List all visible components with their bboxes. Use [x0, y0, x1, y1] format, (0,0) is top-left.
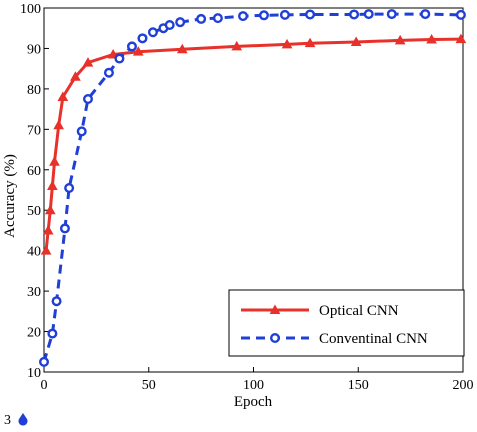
- x-axis-label: Epoch: [234, 394, 273, 410]
- x-tick-label: 100: [243, 378, 264, 393]
- data-point: [258, 10, 269, 21]
- legend-item: Optical CNN: [241, 303, 399, 319]
- x-tick-label: 50: [142, 378, 156, 393]
- data-point: [39, 356, 50, 367]
- stray-annotation: 3: [4, 412, 29, 429]
- data-point: [231, 40, 243, 51]
- data-point: [147, 27, 158, 38]
- data-point: [44, 204, 56, 215]
- data-point: [47, 328, 58, 339]
- legend-label: Conventinal CNN: [319, 331, 428, 347]
- y-tick-label: 40: [27, 245, 41, 260]
- y-tick-label: 30: [27, 285, 41, 300]
- data-point: [53, 119, 65, 130]
- data-point: [40, 245, 52, 255]
- y-axis-label: Accuracy (%): [2, 154, 18, 238]
- data-point: [82, 57, 94, 67]
- data-point: [420, 9, 431, 20]
- data-point: [196, 13, 207, 24]
- data-point: [126, 41, 137, 52]
- y-tick-label: 90: [27, 42, 41, 57]
- y-tick-label: 70: [27, 123, 41, 138]
- x-tick-label: 200: [453, 378, 474, 393]
- x-tick-label: 0: [41, 378, 48, 393]
- data-point: [42, 224, 54, 235]
- data-point: [363, 9, 374, 20]
- series-conventional-cnn: [39, 9, 466, 367]
- y-tick-label: 10: [27, 366, 41, 381]
- y-tick-label: 100: [20, 2, 41, 17]
- legend-marker: [269, 304, 281, 314]
- data-point: [305, 9, 316, 20]
- legend-box: [228, 289, 465, 357]
- data-point: [70, 71, 81, 81]
- stray-label: 3: [4, 413, 11, 428]
- data-point: [350, 36, 362, 46]
- data-point: [426, 34, 437, 44]
- legend-marker: [270, 333, 281, 344]
- data-point: [164, 19, 175, 30]
- data-point: [212, 13, 223, 24]
- data-point: [103, 67, 114, 78]
- data-point: [137, 33, 148, 44]
- data-point: [455, 33, 467, 44]
- x-tick-label: 150: [348, 378, 369, 393]
- legend-item: Conventinal CNN: [241, 331, 428, 347]
- data-point: [132, 46, 144, 56]
- data-point: [176, 43, 188, 54]
- data-point: [114, 53, 125, 64]
- data-point: [238, 11, 249, 22]
- data-point: [64, 182, 75, 193]
- y-tick-label: 20: [27, 326, 41, 341]
- data-point: [49, 156, 60, 166]
- legend-label: Optical CNN: [319, 303, 399, 319]
- data-point: [51, 296, 62, 307]
- y-tick-label: 60: [27, 164, 41, 179]
- data-point: [349, 9, 360, 20]
- data-point: [455, 9, 466, 20]
- data-point: [76, 126, 87, 137]
- data-point: [394, 34, 406, 45]
- data-point: [304, 37, 316, 48]
- legend: Optical CNN Conventinal CNN: [228, 289, 465, 357]
- data-point: [175, 17, 186, 28]
- stray-marker-icon: [18, 413, 27, 426]
- y-tick-label: 50: [27, 204, 41, 219]
- series-optical-cnn: [40, 33, 467, 255]
- data-point: [47, 180, 58, 190]
- data-point: [82, 93, 93, 104]
- data-point: [59, 223, 70, 234]
- data-point: [281, 38, 293, 49]
- series-layer: [39, 9, 467, 367]
- data-point: [386, 9, 397, 20]
- axis-ticks: 0 50 100 150 200 10 20 30 40 50 60 70 80 90 100: [20, 2, 474, 393]
- data-point: [57, 91, 69, 101]
- data-point: [279, 9, 290, 20]
- y-tick-label: 80: [27, 83, 41, 98]
